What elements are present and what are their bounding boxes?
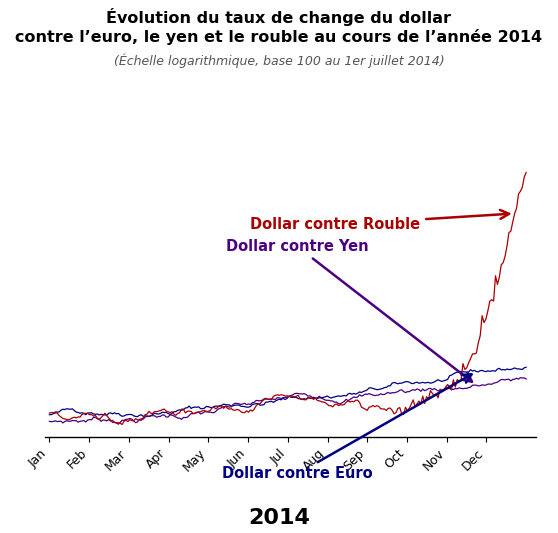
Text: Dollar contre Euro: Dollar contre Euro	[222, 374, 472, 481]
Text: 2014: 2014	[248, 507, 310, 528]
Text: Évolution du taux de change du dollar: Évolution du taux de change du dollar	[107, 8, 451, 26]
Text: (Échelle logarithmique, base 100 au 1er juillet 2014): (Échelle logarithmique, base 100 au 1er …	[114, 53, 444, 68]
Text: contre l’euro, le yen et le rouble au cours de l’année 2014: contre l’euro, le yen et le rouble au co…	[16, 29, 542, 45]
Text: Dollar contre Rouble: Dollar contre Rouble	[251, 210, 509, 232]
Text: Dollar contre Yen: Dollar contre Yen	[226, 239, 472, 382]
